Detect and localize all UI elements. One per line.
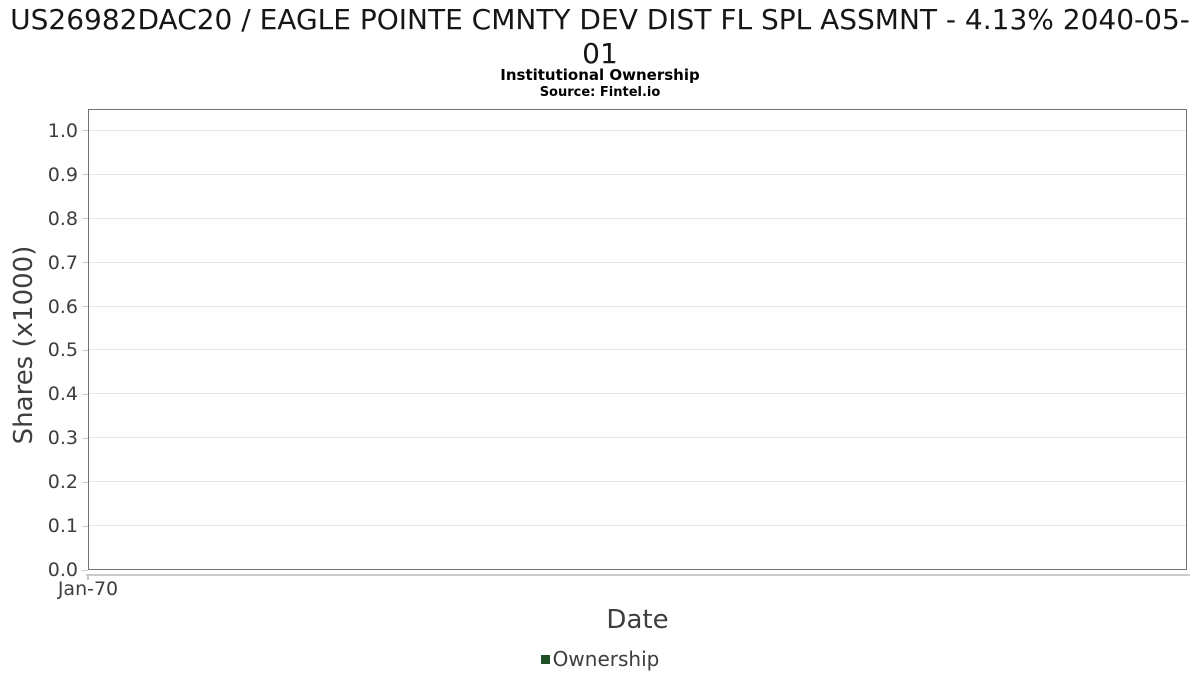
y-tick-label: 0.2 — [47, 471, 78, 494]
y-tick-label: 0.6 — [47, 295, 78, 318]
y-gridline — [89, 349, 1186, 351]
y-gridline — [89, 217, 1186, 219]
y-tick-label: 0.7 — [47, 251, 78, 274]
plot-area — [88, 109, 1187, 570]
legend: Ownership — [0, 646, 1200, 672]
y-gridline — [89, 437, 1186, 439]
x-axis-tick-mark — [87, 576, 89, 580]
y-gridline — [89, 129, 1186, 131]
y-tick-label: 1.0 — [47, 119, 78, 142]
y-gridline — [89, 305, 1186, 307]
y-tick-label: 0.9 — [47, 163, 78, 186]
chart-source-label: Source: Fintel.io — [539, 85, 661, 100]
y-tick-mark — [82, 525, 88, 527]
x-axis-title: Date — [606, 605, 669, 635]
y-tick-mark — [82, 569, 88, 571]
y-gridline — [89, 173, 1186, 175]
x-tick-label: Jan-70 — [57, 578, 119, 600]
y-gridline — [89, 525, 1186, 527]
chart-subtitle: Institutional Ownership — [500, 66, 700, 84]
y-tick-label: 0.0 — [47, 559, 78, 581]
x-axis-line — [86, 574, 1190, 576]
legend-marker-square[interactable] — [540, 654, 550, 664]
y-tick-label: 0.4 — [47, 383, 78, 406]
y-tick-label: 0.1 — [47, 515, 78, 538]
legend-label[interactable]: Ownership — [552, 647, 660, 671]
y-tick-mark — [82, 218, 88, 220]
y-gridline — [89, 393, 1186, 395]
y-tick-label: 0.8 — [47, 207, 78, 230]
y-gridline — [89, 261, 1186, 263]
y-tick-mark — [82, 306, 88, 308]
y-tick-label: 0.5 — [47, 339, 78, 362]
y-tick-mark — [82, 437, 88, 439]
y-gridline — [89, 481, 1186, 483]
y-tick-mark — [82, 174, 88, 176]
y-tick-mark — [82, 481, 88, 483]
chart-title: US26982DAC20 / EAGLE POINTE CMNTY DEV DI… — [10, 3, 1190, 70]
y-tick-mark — [82, 349, 88, 351]
y-tick-mark — [82, 393, 88, 395]
y-tick-mark — [82, 262, 88, 264]
y-tick-label: 0.3 — [47, 427, 78, 450]
y-tick-mark — [82, 130, 88, 132]
